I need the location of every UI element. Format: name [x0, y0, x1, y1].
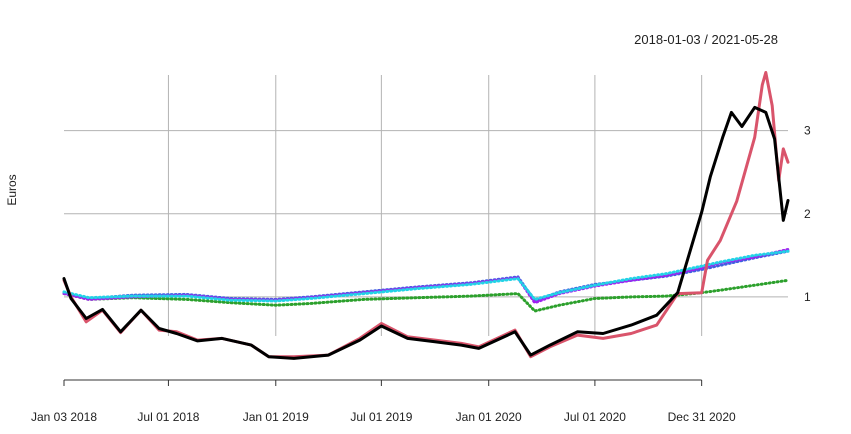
x-tick-label: Jul 01 2020	[564, 410, 626, 424]
y-tick-label: 3	[804, 124, 811, 138]
date-range-label: 2018-01-03 / 2021-05-28	[634, 32, 778, 47]
x-tick-label: Jan 01 2020	[456, 410, 522, 424]
series-line-6	[62, 105, 790, 360]
x-tick-label: Dec 31 2020	[668, 410, 736, 424]
x-tick-label: Jul 01 2019	[350, 410, 412, 424]
y-tick-label: 2	[804, 207, 811, 221]
x-tick-label: Jan 01 2019	[243, 410, 309, 424]
series-lines	[62, 71, 790, 360]
axes: 1 2 3 Jan 03 2018 Jul 01 2018 Jan 01 2019 Jul …	[31, 124, 811, 424]
x-tick-label: Jan 03 2018	[31, 410, 97, 424]
y-tick-label: 1	[804, 290, 811, 304]
series-line-4	[62, 249, 790, 303]
y-axis-label: Euros	[5, 174, 19, 205]
x-tick-label: Jul 01 2018	[137, 410, 199, 424]
series-line-5	[62, 71, 790, 359]
